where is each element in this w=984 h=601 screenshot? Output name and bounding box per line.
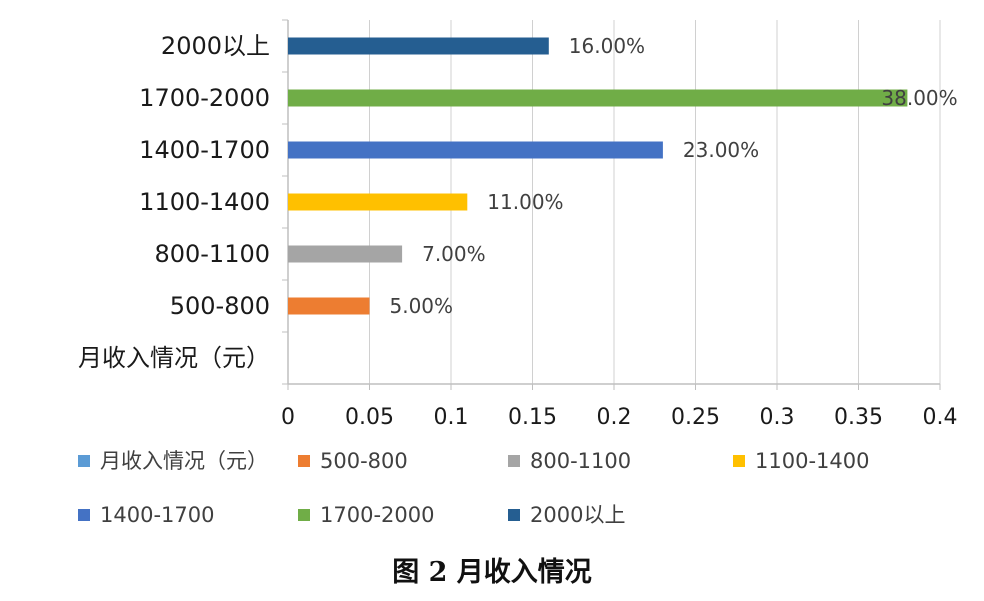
data-label: 5.00% bbox=[390, 294, 454, 318]
bar bbox=[288, 193, 468, 211]
bars bbox=[288, 37, 908, 315]
legend-entry: 1100-1400 bbox=[755, 449, 869, 473]
legend-swatch bbox=[508, 509, 520, 521]
data-label: 11.00% bbox=[487, 190, 563, 214]
x-tick-label: 0.1 bbox=[434, 405, 469, 430]
legend-swatch bbox=[78, 455, 90, 467]
legend-entry: 月收入情况（元） bbox=[100, 449, 268, 473]
category-label: 1700-2000 bbox=[139, 84, 270, 112]
legend-entry: 800-1100 bbox=[530, 449, 631, 473]
income-bar-chart: 月收入情况（元） 500-800 800-1100 1100-1400 1400-170… bbox=[78, 19, 958, 527]
data-labels: 5.00% 7.00% 11.00% 23.00% 38.00% 16.00% bbox=[390, 34, 958, 318]
legend-entry: 500-800 bbox=[320, 449, 408, 473]
bar bbox=[288, 89, 908, 107]
legend-entry: 1700-2000 bbox=[320, 503, 434, 527]
legend-entry: 2000以上 bbox=[530, 503, 625, 527]
legend-swatch bbox=[298, 509, 310, 521]
x-tick-label: 0.3 bbox=[760, 405, 795, 430]
data-label: 38.00% bbox=[881, 86, 957, 110]
category-label: 月收入情况（元） bbox=[78, 344, 270, 372]
category-label: 1100-1400 bbox=[139, 188, 270, 216]
x-tick-labels: 0 0.05 0.1 0.15 0.2 0.25 0.3 0.35 0.4 bbox=[281, 405, 958, 430]
bar bbox=[288, 297, 370, 315]
x-tick-label: 0.35 bbox=[834, 405, 883, 430]
x-tick-label: 0.25 bbox=[671, 405, 720, 430]
x-tick-label: 0.2 bbox=[597, 405, 632, 430]
legend-swatch bbox=[78, 509, 90, 521]
data-label: 23.00% bbox=[683, 138, 759, 162]
legend-swatch bbox=[298, 455, 310, 467]
legend: 月收入情况（元） 500-800 800-1100 1100-1400 1400-170… bbox=[78, 449, 869, 527]
category-label: 1400-1700 bbox=[139, 136, 270, 164]
legend-swatch bbox=[508, 455, 520, 467]
x-tick-label: 0.4 bbox=[923, 405, 958, 430]
bar bbox=[288, 245, 403, 263]
x-tick-label: 0.15 bbox=[508, 405, 557, 430]
data-label: 7.00% bbox=[422, 242, 486, 266]
legend-swatch bbox=[733, 455, 745, 467]
bar bbox=[288, 141, 663, 159]
bar bbox=[288, 37, 549, 55]
data-label: 16.00% bbox=[569, 34, 645, 58]
category-label: 2000以上 bbox=[161, 32, 270, 60]
legend-entry: 1400-1700 bbox=[100, 503, 214, 527]
figure-caption: 图 2 月收入情况 bbox=[392, 557, 592, 588]
x-tick-label: 0.05 bbox=[345, 405, 394, 430]
x-tick-label: 0 bbox=[281, 405, 295, 430]
category-labels: 月收入情况（元） 500-800 800-1100 1100-1400 1400-170… bbox=[78, 32, 270, 372]
category-label: 500-800 bbox=[170, 292, 270, 320]
category-label: 800-1100 bbox=[154, 240, 270, 268]
